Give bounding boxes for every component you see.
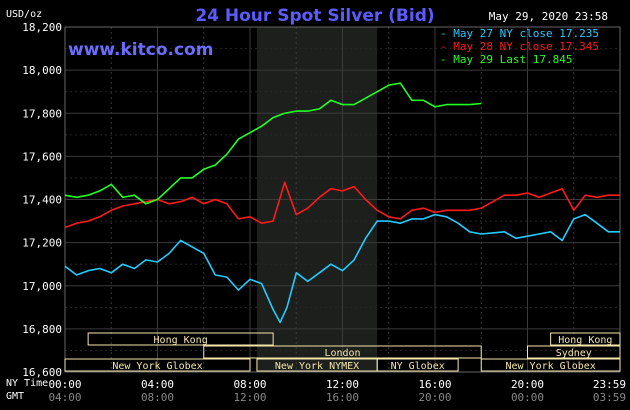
series-line-cyan	[64, 213, 620, 324]
session-bar	[376, 358, 459, 372]
y-tick-label: 17,800	[22, 107, 62, 120]
session-bar	[527, 345, 621, 359]
y-tick-label: 16,800	[22, 323, 62, 336]
session-label: New York NYMEX	[275, 361, 359, 372]
session-label: New York Globex	[112, 361, 202, 372]
y-tick-label: 17,400	[22, 194, 62, 207]
x-tick-label-gmt: 12:00	[233, 391, 266, 404]
session-label: Sydney	[556, 348, 592, 359]
session-bar	[203, 345, 482, 359]
x-tick-label-gmt: 16:00	[326, 391, 359, 404]
session-label: New York Globex	[505, 361, 595, 372]
x-tick-label-ny: 12:00	[326, 378, 359, 391]
legend-item-red: - May 28 NY close 17.345	[440, 40, 599, 53]
chart-title: 24 Hour Spot Silver (Bid)	[195, 6, 435, 26]
x-row-label-gmt: GMT	[6, 391, 25, 402]
legend-item-green: - May 29 Last 17.845	[440, 53, 573, 66]
y-tick-label: 18,200	[22, 21, 62, 34]
legend-label: May 28 NY close 17.345	[453, 40, 599, 53]
y-tick-label: 16,600	[22, 366, 62, 379]
x-tick-label-ny: 23:59	[593, 378, 626, 391]
x-tick-label-gmt: 00:00	[511, 391, 544, 404]
y-tick-label: 18,000	[22, 64, 62, 77]
session-label: Hong Kong	[154, 335, 208, 346]
x-tick-label-gmt: 08:00	[141, 391, 174, 404]
session-label: London	[324, 348, 360, 359]
legend: - May 27 NY close 17.235 - May 28 NY clo…	[440, 27, 599, 66]
x-tick-label-ny: 16:00	[418, 378, 451, 391]
legend-label: May 29 Last 17.845	[453, 53, 573, 66]
y-tick-label: 17,200	[22, 237, 62, 250]
x-tick-label-ny: 04:00	[141, 378, 174, 391]
brand-link[interactable]: www.kitco.com	[68, 40, 214, 60]
x-tick-label-gmt: 03:59	[593, 391, 626, 404]
session-label: Hong Kong	[558, 335, 612, 346]
legend-label: May 27 NY close 17.235	[453, 27, 599, 40]
x-tick-label-ny: 00:00	[48, 378, 81, 391]
x-tick-label-ny: 20:00	[511, 378, 544, 391]
session-label: NY Globex	[391, 361, 445, 372]
series-line-green	[64, 82, 482, 205]
plot-border	[64, 26, 621, 373]
timestamp: May 29, 2020 23:58	[488, 10, 608, 23]
y-tick-label: 17,000	[22, 280, 62, 293]
x-tick-label-ny: 08:00	[233, 378, 266, 391]
x-row-label-ny: NY Time	[6, 378, 49, 389]
legend-item-cyan: - May 27 NY close 17.235	[440, 27, 599, 40]
session-bar	[480, 358, 621, 372]
x-tick-label-gmt: 20:00	[418, 391, 451, 404]
session-bar	[64, 358, 251, 372]
unit-label: USD/oz	[6, 9, 43, 20]
session-bar	[87, 332, 274, 346]
x-tick-label-gmt: 04:00	[48, 391, 81, 404]
session-bar	[550, 332, 621, 346]
y-tick-label: 17,600	[22, 150, 62, 163]
